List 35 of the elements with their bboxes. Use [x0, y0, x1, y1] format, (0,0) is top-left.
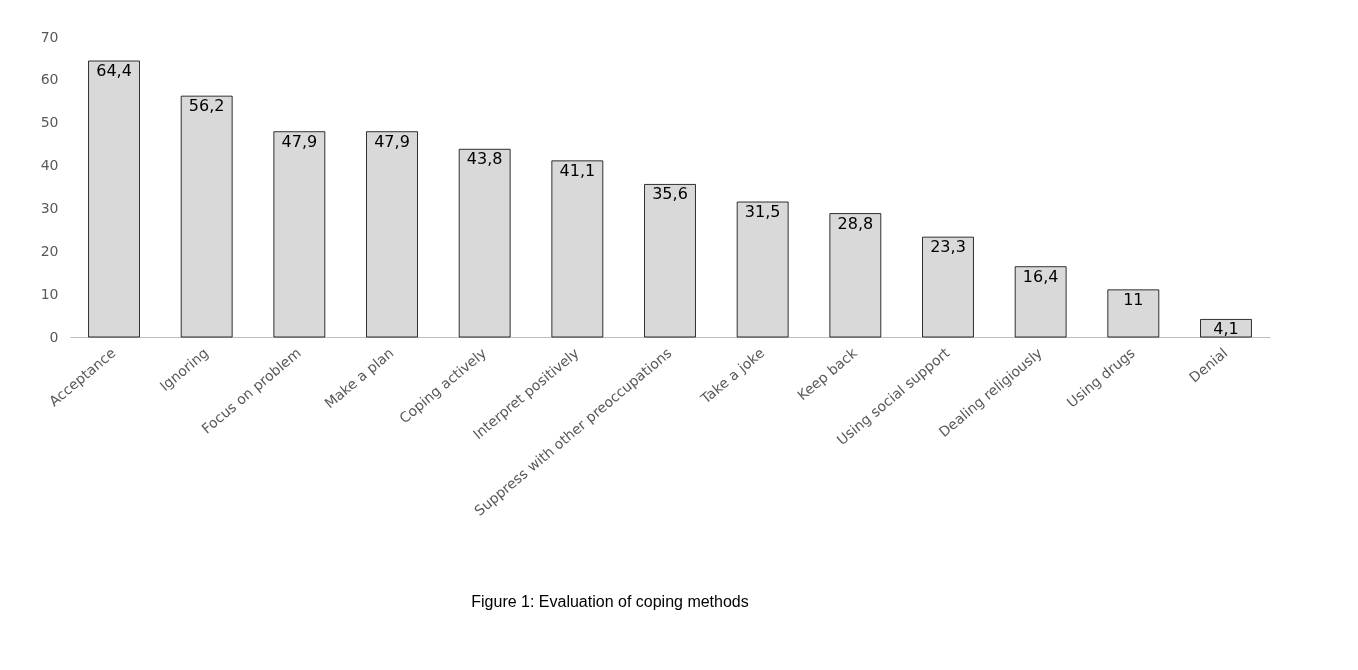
data-label: 4,1 [1213, 319, 1239, 339]
bar [922, 236, 974, 338]
caption: Figure 1: Evaluation of coping methods [471, 593, 749, 610]
y-tick-label: 50 [40, 114, 59, 131]
data-label: 11 [1123, 289, 1144, 309]
data-label: 47,9 [281, 131, 318, 151]
y-tick-label: 60 [40, 71, 59, 88]
bar [458, 148, 511, 338]
bar [829, 213, 882, 338]
y-tick-label: 0 [49, 328, 59, 345]
data-label: 41,1 [559, 160, 596, 180]
y-tick-label: 10 [40, 285, 59, 302]
bar [1107, 289, 1160, 338]
data-label: 43,8 [466, 149, 503, 169]
data-label: 47,9 [374, 131, 410, 151]
data-label: 64,4 [96, 61, 132, 80]
y-tick-label: 40 [40, 157, 59, 174]
bar [644, 184, 696, 338]
bar [180, 95, 233, 338]
bar [736, 201, 789, 338]
data-label: 23,3 [930, 237, 966, 257]
bar [273, 131, 326, 338]
y-tick-label: 70 [40, 28, 59, 45]
y-tick-label: 30 [40, 199, 59, 216]
data-label: 56,2 [188, 96, 225, 116]
bar [88, 60, 140, 338]
y-tick-label: 20 [40, 242, 59, 259]
data-label: 35,6 [652, 184, 688, 204]
bar [1200, 319, 1252, 338]
data-label: 31,5 [744, 202, 781, 221]
bar [1014, 266, 1067, 338]
data-label: 16,4 [1022, 266, 1059, 286]
data-label: 28,8 [837, 213, 874, 233]
bar [366, 131, 418, 338]
bar [551, 160, 604, 338]
